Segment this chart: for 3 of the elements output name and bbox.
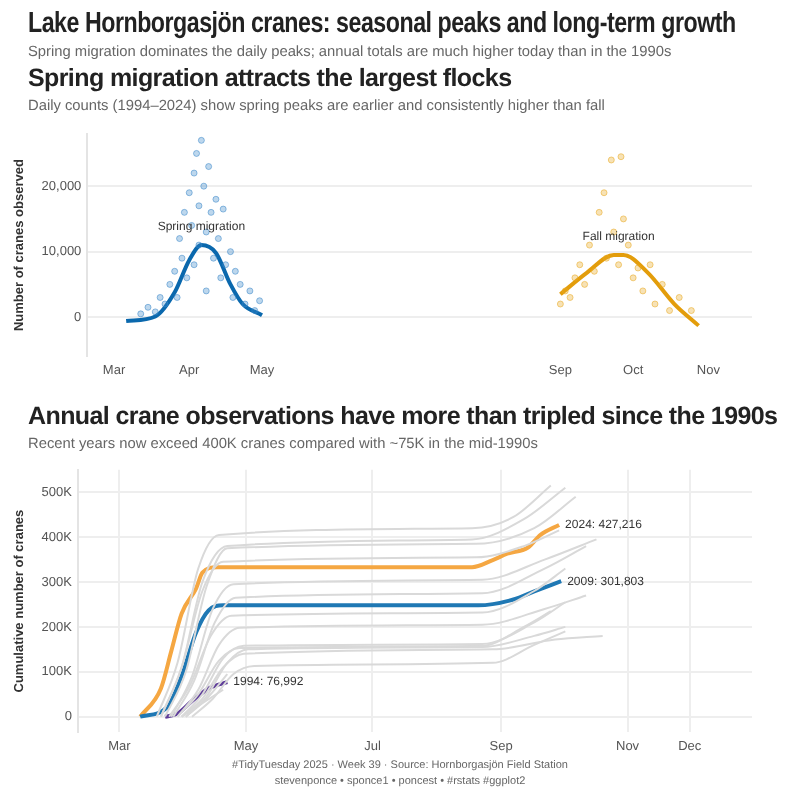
text: Lake Hornborgasjön cranes: seasonal peaks and long-term growth: [28, 8, 736, 40]
chart-title: Spring migration attracts the largest flocks: [28, 64, 512, 92]
chart-title: Annual crane observations have more than tripled since the 1990s: [28, 402, 778, 430]
